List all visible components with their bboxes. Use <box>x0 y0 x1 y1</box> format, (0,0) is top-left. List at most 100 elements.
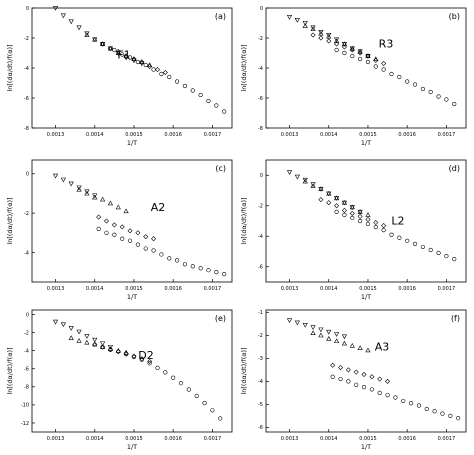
data-point <box>127 238 133 243</box>
data-point <box>135 230 141 236</box>
data-point <box>373 64 378 69</box>
data-point <box>373 220 379 226</box>
data-point <box>365 59 371 65</box>
data-point <box>151 236 157 242</box>
data-point <box>163 370 168 375</box>
y-axis-label: ln[(dα/dt)/f(α)] <box>240 197 248 244</box>
data-point <box>159 252 164 257</box>
data-point <box>174 258 180 263</box>
data-point <box>408 401 414 406</box>
data-point <box>60 177 66 183</box>
data-point <box>198 266 203 271</box>
data-point <box>190 264 195 269</box>
data-point <box>357 213 363 219</box>
data-point <box>167 256 172 261</box>
x-tick-label: 0.0014 <box>320 286 338 292</box>
data-point <box>357 209 363 214</box>
y-tick-label: -6 <box>24 96 29 102</box>
data-point <box>318 30 324 35</box>
data-point <box>151 67 156 72</box>
data-point <box>412 241 418 246</box>
data-point <box>365 212 371 217</box>
data-point <box>436 250 441 256</box>
data-point <box>147 62 153 67</box>
y-tick-label: -6 <box>258 425 263 431</box>
data-point <box>286 318 293 324</box>
x-axis-label: 1/T <box>361 139 371 147</box>
x-tick-label: 0.0017 <box>204 286 222 292</box>
data-point <box>135 242 140 247</box>
data-point <box>143 62 148 68</box>
data-point <box>100 41 106 47</box>
data-point <box>139 59 145 65</box>
data-point <box>92 337 98 343</box>
data-point <box>373 57 379 64</box>
y-tick-label: -2 <box>24 211 29 217</box>
data-point <box>326 329 332 335</box>
x-tick-label: 0.0015 <box>125 286 143 292</box>
series-triangle-up <box>310 330 371 353</box>
data-point <box>286 15 293 20</box>
data-point <box>377 390 382 395</box>
y-tick-label: -8 <box>24 126 29 132</box>
data-point <box>68 335 74 340</box>
data-point <box>84 31 90 37</box>
data-point <box>143 234 149 240</box>
x-axis-label: 1/T <box>361 443 371 451</box>
data-point <box>206 98 211 104</box>
series-triangle-down <box>52 319 114 350</box>
data-point <box>342 50 347 56</box>
data-point <box>428 89 433 95</box>
data-point <box>349 47 355 53</box>
x-axis-label: 1/T <box>127 139 137 147</box>
data-point <box>349 342 355 348</box>
data-point <box>68 19 74 25</box>
data-point <box>365 53 371 59</box>
data-point <box>349 210 355 216</box>
data-point <box>222 109 227 114</box>
y-tick-label: -5 <box>258 402 263 408</box>
data-point <box>393 395 398 400</box>
x-tick-label: 0.0017 <box>438 286 456 292</box>
series-triangle-down <box>52 173 98 199</box>
data-point <box>318 35 324 41</box>
panel-letter: (e) <box>215 314 226 323</box>
data-point <box>456 416 461 421</box>
data-point <box>341 44 347 50</box>
data-point <box>115 204 121 210</box>
data-point <box>202 400 207 406</box>
series-diamond <box>330 362 391 384</box>
data-point <box>206 268 211 273</box>
data-point <box>190 88 195 93</box>
data-point <box>341 207 347 213</box>
x-tick-label: 0.0013 <box>47 436 65 442</box>
data-point <box>326 33 332 38</box>
y-axis-label: ln[(dα/dt)/f(α)] <box>6 347 14 394</box>
y-tick-label: -4 <box>24 348 29 354</box>
data-point <box>68 326 74 331</box>
y-tick-label: -4 <box>258 379 263 385</box>
plot-frame <box>265 159 467 283</box>
data-point <box>92 36 98 42</box>
data-point <box>346 379 351 384</box>
data-point <box>432 409 437 414</box>
data-point <box>214 270 219 275</box>
data-point <box>428 247 433 253</box>
data-point <box>131 56 137 62</box>
data-point <box>318 327 324 333</box>
data-point <box>107 345 114 350</box>
data-point <box>171 375 176 380</box>
data-point <box>353 369 359 375</box>
x-tick-label: 0.0016 <box>164 286 182 292</box>
data-point <box>385 378 391 384</box>
series-triangle-up <box>302 178 371 217</box>
series-circle <box>330 374 461 421</box>
y-tick-label: -4 <box>24 250 29 256</box>
y-tick-label: -2 <box>24 36 29 42</box>
data-point <box>99 196 106 202</box>
data-point <box>333 38 340 43</box>
x-tick-label: 0.0016 <box>398 436 416 442</box>
data-point <box>310 26 316 31</box>
series-circle <box>334 209 457 262</box>
y-tick-label: -4 <box>258 66 263 72</box>
